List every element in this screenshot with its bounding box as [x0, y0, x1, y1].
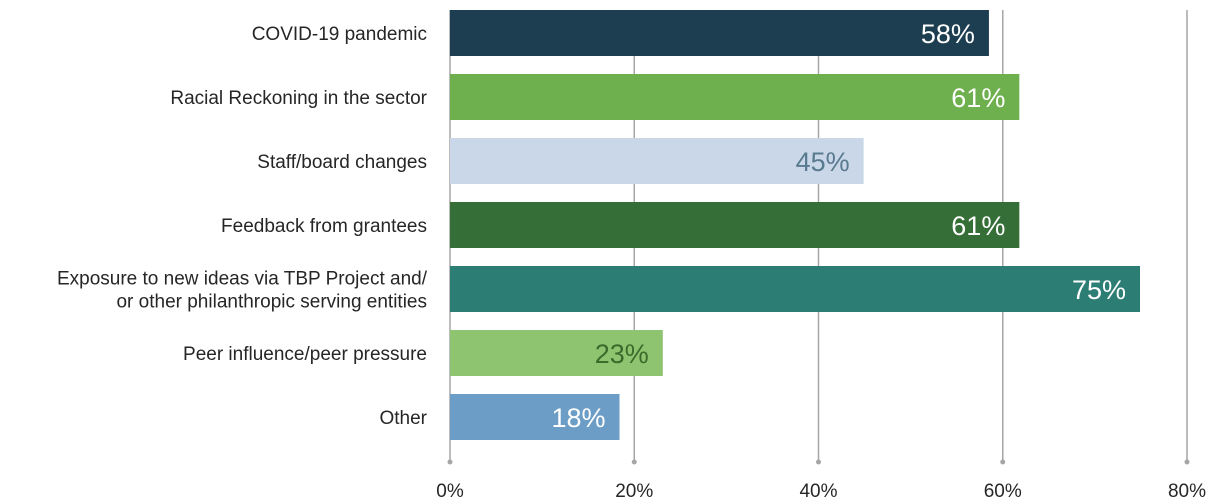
bar-value-label: 61% [951, 83, 1005, 113]
category-label: Racial Reckoning in the sector [170, 88, 427, 109]
category-label: Staff/board changes [257, 152, 427, 173]
category-label-line: or other philanthropic serving entities [116, 292, 427, 313]
bar-value-label: 45% [796, 147, 850, 177]
bar [450, 330, 663, 376]
x-tick-label: 40% [799, 481, 837, 501]
category-label: Exposure to new ideas via TBP Project an… [57, 269, 428, 313]
bar-value-label: 61% [951, 211, 1005, 241]
x-axis-tick-layer: 0% 20% 40% 60% 80% [436, 459, 1206, 501]
x-tick-mark [1184, 459, 1190, 465]
category-label: Feedback from grantees [221, 216, 427, 237]
category-label-layer: COVID-19 pandemic Racial Reckoning in the… [57, 24, 428, 429]
x-tick-mark [1000, 459, 1006, 465]
x-tick-mark [631, 459, 637, 465]
category-label-line: Feedback from grantees [221, 216, 427, 237]
bar-layer: 58% 61% 45% 61% 75% 23% 18% [450, 10, 1141, 440]
category-label-line: COVID-19 pandemic [252, 24, 427, 45]
category-label: Peer influence/peer pressure [183, 344, 427, 365]
bar [450, 138, 864, 184]
bar-value-label: 58% [921, 19, 975, 49]
category-label: Other [379, 408, 427, 429]
category-label-line: Exposure to new ideas via TBP Project an… [57, 269, 428, 290]
category-label-line: Peer influence/peer pressure [183, 344, 427, 365]
bar [450, 266, 1141, 312]
category-label-line: Other [379, 408, 427, 429]
x-tick-label: 80% [1168, 481, 1206, 501]
bar [450, 10, 989, 56]
bar-value-label: 75% [1072, 275, 1126, 305]
bar-value-label: 23% [595, 339, 649, 369]
category-label-line: Staff/board changes [257, 152, 427, 173]
x-tick-label: 0% [436, 481, 464, 501]
x-tick-label: 20% [615, 481, 653, 501]
x-tick-mark [447, 459, 453, 465]
x-tick-mark [816, 459, 821, 465]
bar [450, 394, 620, 440]
bar [450, 74, 1020, 120]
category-label-line: Racial Reckoning in the sector [170, 88, 427, 109]
category-label: COVID-19 pandemic [252, 24, 427, 45]
x-tick-label: 60% [984, 481, 1022, 501]
bar-value-label: 18% [551, 403, 605, 433]
bar [450, 202, 1020, 248]
